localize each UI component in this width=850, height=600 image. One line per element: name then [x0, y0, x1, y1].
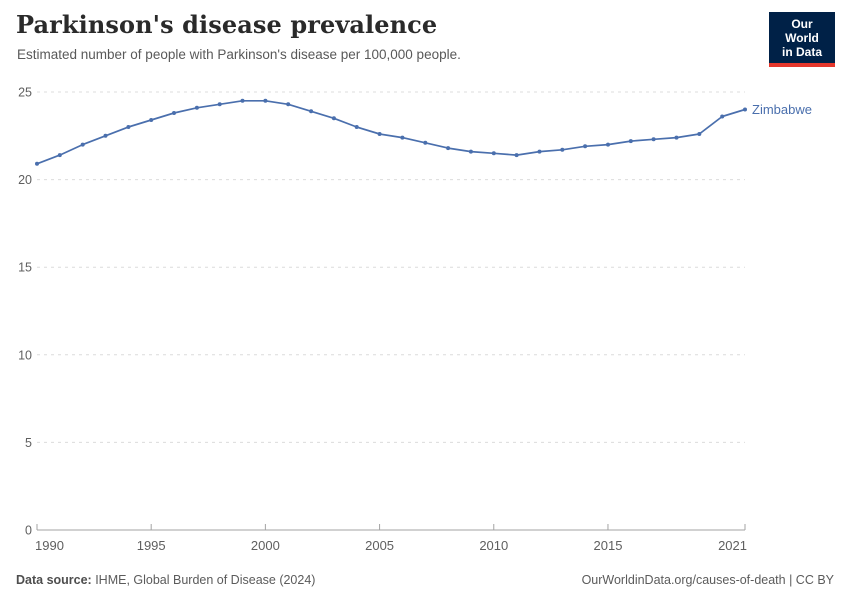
owid-logo-line2: in Data — [781, 45, 822, 59]
data-point[interactable] — [331, 116, 336, 121]
y-tick-label: 5 — [25, 436, 32, 450]
data-point[interactable] — [217, 102, 222, 107]
chart-subtitle: Estimated number of people with Parkinso… — [17, 47, 461, 62]
data-point[interactable] — [240, 98, 245, 103]
y-tick-label: 20 — [18, 173, 32, 187]
x-tick-label: 2021 — [718, 538, 747, 553]
x-tick-label: 1990 — [35, 538, 64, 553]
data-point[interactable] — [103, 133, 108, 138]
data-point[interactable] — [537, 149, 542, 154]
data-point[interactable] — [377, 132, 382, 136]
data-point[interactable] — [743, 107, 747, 112]
data-point[interactable] — [697, 132, 702, 136]
data-point[interactable] — [468, 149, 473, 154]
data-source-label: Data source: — [16, 573, 92, 587]
data-point[interactable] — [286, 102, 291, 107]
data-point[interactable] — [149, 118, 154, 122]
data-source-note: Data source: IHME, Global Burden of Dise… — [16, 573, 315, 587]
series-end-label[interactable]: Zimbabwe — [752, 102, 812, 117]
x-tick-label: 2010 — [479, 538, 508, 553]
data-point[interactable] — [263, 98, 268, 103]
owid-logo-line1: Our World — [785, 17, 819, 45]
trend-line — [36, 99, 746, 165]
data-point[interactable] — [126, 125, 131, 129]
data-point[interactable] — [80, 142, 85, 147]
owid-logo[interactable]: Our World in Data — [769, 12, 835, 67]
data-point[interactable] — [491, 151, 496, 156]
y-tick-label: 10 — [18, 348, 32, 362]
data-point[interactable] — [674, 135, 679, 140]
data-point[interactable] — [57, 153, 62, 158]
data-point[interactable] — [194, 105, 199, 110]
data-point[interactable] — [651, 137, 656, 142]
data-point[interactable] — [514, 153, 519, 158]
data-point[interactable] — [35, 161, 39, 166]
data-point[interactable] — [309, 109, 314, 114]
x-tick-label: 1995 — [137, 538, 166, 553]
chart-header: Parkinson's disease prevalence Estimated… — [16, 10, 834, 62]
data-point[interactable] — [446, 146, 451, 151]
data-point[interactable] — [423, 140, 428, 145]
chart-footer: Data source: IHME, Global Burden of Dise… — [16, 573, 834, 587]
y-tick-label: 0 — [25, 524, 32, 538]
data-point[interactable] — [354, 125, 359, 129]
data-point[interactable] — [628, 139, 633, 144]
y-tick-label: 15 — [18, 261, 32, 275]
x-tick-label: 2005 — [365, 538, 394, 553]
attribution-link[interactable]: OurWorldinData.org/causes-of-death | CC … — [581, 573, 834, 587]
data-point[interactable] — [172, 111, 176, 115]
data-point[interactable] — [606, 142, 610, 147]
data-point[interactable] — [583, 144, 588, 149]
y-tick-label: 25 — [18, 86, 32, 100]
data-point[interactable] — [560, 147, 565, 152]
chart-title: Parkinson's disease prevalence — [16, 10, 438, 39]
data-point[interactable] — [720, 114, 725, 119]
data-source-value: IHME, Global Burden of Disease (2024) — [91, 573, 316, 587]
data-point[interactable] — [400, 135, 405, 140]
x-tick-label: 2015 — [594, 538, 623, 553]
x-tick-label: 2000 — [251, 538, 280, 553]
